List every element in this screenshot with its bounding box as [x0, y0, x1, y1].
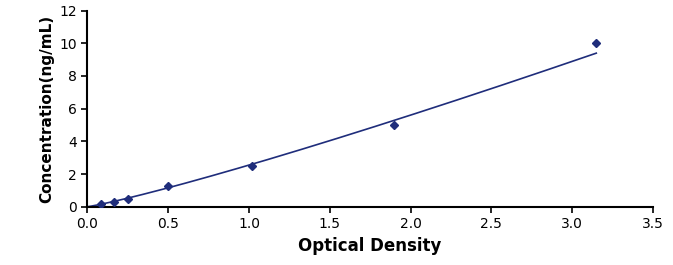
X-axis label: Optical Density: Optical Density: [298, 237, 442, 255]
Y-axis label: Concentration(ng/mL): Concentration(ng/mL): [39, 15, 54, 203]
